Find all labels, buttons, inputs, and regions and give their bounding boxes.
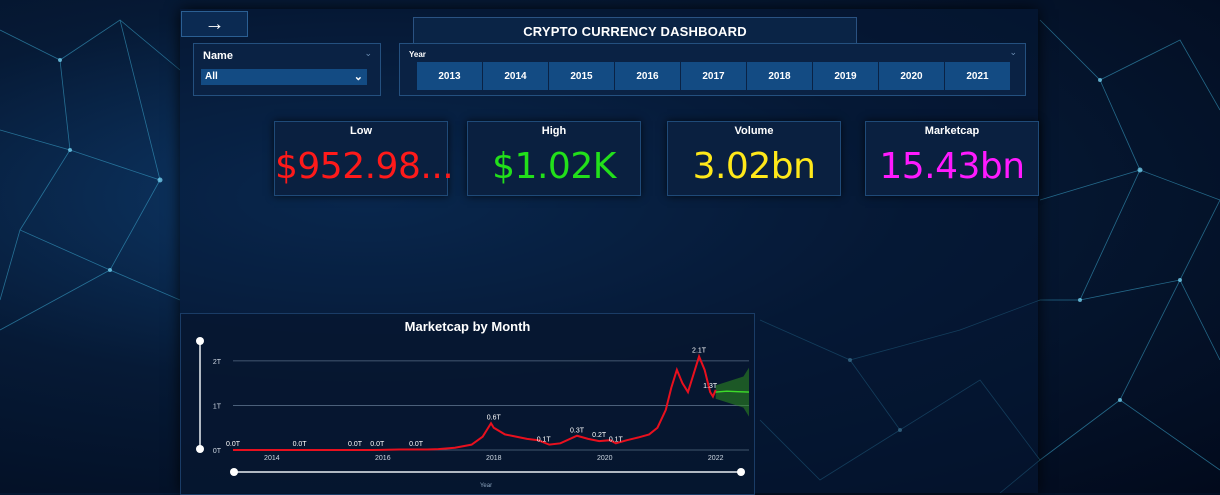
data-label: 0.6T [487, 414, 502, 421]
year-button[interactable]: 2021 [945, 62, 1010, 90]
year-label: 2016 [636, 70, 659, 82]
year-label: 2019 [834, 70, 857, 82]
data-label: 0.1T [609, 437, 624, 444]
back-button[interactable]: → [181, 11, 248, 37]
year-button[interactable]: 2018 [747, 62, 812, 90]
data-label: 0.1T [537, 437, 552, 444]
year-button[interactable]: 2014 [483, 62, 548, 90]
page-title: CRYPTO CURRENCY DASHBOARD [523, 23, 747, 39]
year-label: 2013 [438, 70, 461, 82]
year-button[interactable]: 2016 [615, 62, 680, 90]
low-card-title: Low [350, 125, 372, 137]
year-button[interactable]: 2020 [879, 62, 944, 90]
high-card-value: $1.02K [492, 146, 616, 187]
year-label: 2015 [570, 70, 593, 82]
name-dropdown[interactable]: All ⌄ [201, 69, 367, 85]
year-label: 2018 [768, 70, 791, 82]
data-label: 0.0T [226, 441, 241, 448]
volume-card-value: 3.02bn [692, 146, 816, 187]
volume-card-title: Volume [734, 125, 774, 137]
y-tick-label: 2T [213, 359, 222, 366]
chevron-down-icon[interactable]: ⌄ [1009, 47, 1017, 57]
name-dropdown-value: All [205, 71, 218, 82]
x-tick-label: 2016 [375, 455, 391, 462]
low-card-value: $952.98... [275, 146, 454, 187]
year-buttons: 2013 2014 2015 2016 2017 2018 2019 2020 … [417, 62, 1010, 90]
x-tick-label: 2022 [708, 455, 724, 462]
year-button[interactable]: 2015 [549, 62, 614, 90]
year-label: 2014 [504, 70, 527, 82]
y-tick-label: 0T [213, 448, 222, 455]
year-label: 2021 [966, 70, 989, 82]
x-axis-title: Year [480, 483, 492, 489]
data-label: 0.0T [348, 441, 363, 448]
year-slicer-label: Year [409, 50, 426, 59]
marketcap-series-line [233, 353, 717, 451]
chart-canvas: 0T 1T 2T 2014 2016 2018 2020 2022 Year 0.0T 0.0T 0.… [196, 337, 750, 489]
data-label: 0.3T [570, 428, 585, 435]
y-tick-label: 1T [213, 403, 222, 410]
x-tick-label: 2014 [264, 455, 280, 462]
forecast-series-line [715, 390, 750, 393]
year-button[interactable]: 2017 [681, 62, 746, 90]
year-button[interactable]: 2013 [417, 62, 482, 90]
low-card: Low $952.98... [274, 121, 454, 196]
chart-title: Marketcap by Month [404, 319, 531, 334]
year-label: 2017 [702, 70, 725, 82]
x-zoom-slider-handle[interactable] [737, 468, 745, 476]
x-tick-label: 2018 [486, 455, 502, 462]
data-label: 0.0T [293, 441, 308, 448]
arrow-right-icon: → [204, 12, 225, 35]
name-slicer: Name ⌄ All ⌄ [193, 43, 381, 96]
year-button[interactable]: 2019 [813, 62, 878, 90]
data-label: 0.0T [370, 441, 385, 448]
high-card-title: High [541, 125, 567, 137]
year-label: 2020 [900, 70, 923, 82]
name-slicer-label: Name [203, 50, 233, 62]
data-label: 0.2T [592, 432, 607, 439]
dashboard-title: CRYPTO CURRENCY DASHBOARD [413, 17, 857, 45]
marketcap-card-title: Marketcap [924, 125, 980, 137]
y-zoom-slider-handle[interactable] [196, 445, 204, 453]
x-zoom-slider-handle[interactable] [230, 468, 238, 476]
data-label: 2.1T [692, 347, 707, 354]
year-slicer: Year ⌄ 2013 2014 2015 2016 2017 2018 201… [399, 43, 1026, 96]
marketcap-chart: Marketcap by Month 0T 1T 2T 2014 2016 2018 202… [180, 313, 755, 495]
data-label: 0.0T [409, 441, 424, 448]
dropdown-arrow-icon: ⌄ [353, 71, 363, 83]
chevron-down-icon[interactable]: ⌄ [364, 48, 372, 58]
marketcap-card: Marketcap 15.43bn [865, 121, 1039, 196]
volume-card: Volume 3.02bn [667, 121, 841, 196]
x-tick-label: 2020 [597, 455, 613, 462]
data-label: 1.3T [703, 383, 718, 390]
marketcap-card-value: 15.43bn [879, 146, 1025, 187]
high-card: High $1.02K [467, 121, 641, 196]
y-zoom-slider-handle[interactable] [196, 337, 204, 345]
